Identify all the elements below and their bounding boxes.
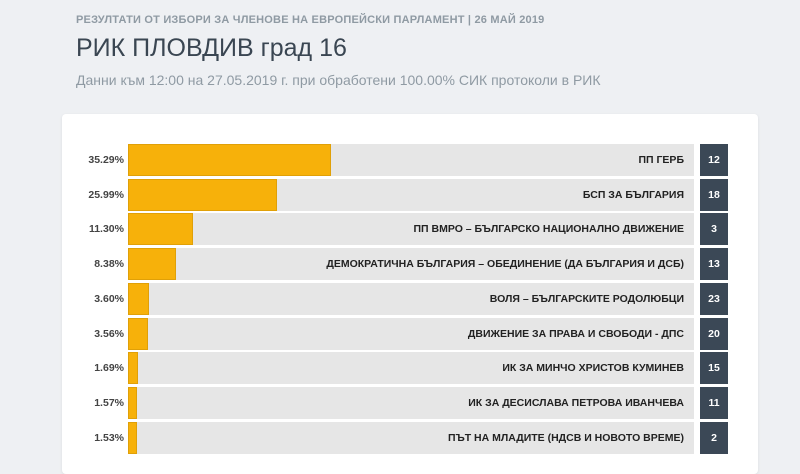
party-name: БСП ЗА БЪЛГАРИЯ: [582, 188, 684, 201]
result-row[interactable]: 35.29% ПП ГЕРБ 12: [62, 144, 758, 176]
result-percentage: 1.57%: [94, 396, 124, 409]
result-bar-fill: [128, 248, 177, 281]
ballot-number-badge: 20: [700, 317, 728, 350]
result-bar-track: ДЕМОКРАТИЧНА БЪЛГАРИЯ – ОБЕДИНЕНИЕ (ДА Б…: [128, 248, 694, 281]
result-bar-fill: [128, 213, 193, 246]
result-percentage: 1.69%: [94, 362, 124, 375]
result-bar-fill: [128, 352, 138, 385]
ballot-number-badge: 11: [700, 386, 728, 419]
ballot-number-badge: 3: [700, 213, 728, 246]
result-bar-track: ВОЛЯ – БЪЛГАРСКИТЕ РОДОЛЮБЦИ: [128, 282, 694, 315]
result-bar-fill: [128, 421, 137, 454]
result-row[interactable]: 11.30% ПП ВМРО – БЪЛГАРСКО НАЦИОНАЛНО ДВИ…: [62, 213, 758, 246]
ballot-number-badge: 15: [700, 352, 728, 385]
result-bar-fill: [128, 178, 278, 211]
party-name: ПП ГЕРБ: [638, 154, 684, 166]
result-bar-track: БСП ЗА БЪЛГАРИЯ: [128, 178, 694, 211]
result-row[interactable]: 1.69% ИК ЗА МИНЧО ХРИСТОВ КУМИНЕВ 15: [62, 352, 758, 385]
party-name: ПЪТ НА МЛАДИТЕ (НДСВ И НОВОТО ВРЕМЕ): [448, 431, 684, 444]
result-row[interactable]: 8.38% ДЕМОКРАТИЧНА БЪЛГАРИЯ – ОБЕДИНЕНИЕ …: [62, 248, 758, 281]
result-percentage: 8.38%: [94, 258, 124, 271]
result-row[interactable]: 1.57% ИК ЗА ДЕСИСЛАВА ПЕТРОВА ИВАНЧЕВА 11: [62, 386, 758, 419]
result-bar-track: ПП ВМРО – БЪЛГАРСКО НАЦИОНАЛНО ДВИЖЕНИЕ: [128, 213, 694, 246]
result-bar-track: ПЪТ НА МЛАДИТЕ (НДСВ И НОВОТО ВРЕМЕ): [128, 421, 694, 454]
result-bar-track: ИК ЗА ДЕСИСЛАВА ПЕТРОВА ИВАНЧЕВА: [128, 386, 694, 419]
result-percentage: 3.60%: [94, 292, 124, 305]
result-percentage: 25.99%: [88, 188, 124, 201]
result-percentage: 11.30%: [88, 223, 124, 236]
party-name: ДЕМОКРАТИЧНА БЪЛГАРИЯ – ОБЕДИНЕНИЕ (ДА Б…: [326, 258, 684, 271]
ballot-number-badge: 18: [700, 178, 728, 211]
result-percentage: 1.53%: [94, 431, 124, 444]
party-name: ПП ВМРО – БЪЛГАРСКО НАЦИОНАЛНО ДВИЖЕНИЕ: [413, 223, 685, 236]
party-name: ИК ЗА МИНЧО ХРИСТОВ КУМИНЕВ: [502, 362, 684, 375]
ballot-number-badge: 23: [700, 282, 728, 315]
results-card: 35.29% ПП ГЕРБ 12 25.99% БСП ЗА БЪЛГАРИЯ 18 11…: [62, 114, 758, 474]
result-row[interactable]: 1.53% ПЪТ НА МЛАДИТЕ (НДСВ И НОВОТО ВРЕМЕ…: [62, 421, 758, 454]
page-title: РИК ПЛОВДИВ град 16: [76, 34, 347, 62]
result-percentage: 35.29%: [88, 154, 124, 166]
election-kicker: РЕЗУЛТАТИ ОТ ИЗБОРИ ЗА ЧЛЕНОВЕ НА ЕВРОПЕ…: [76, 14, 545, 26]
result-row[interactable]: 3.56% ДВИЖЕНИЕ ЗА ПРАВА И СВОБОДИ - ДПС 20: [62, 317, 758, 350]
result-bar-fill: [128, 386, 138, 419]
ballot-number-badge: 13: [700, 248, 728, 281]
result-percentage: 3.56%: [94, 327, 124, 340]
result-bar-track: ИК ЗА МИНЧО ХРИСТОВ КУМИНЕВ: [128, 352, 694, 385]
ballot-number-badge: 2: [700, 421, 728, 454]
result-bar-fill: [128, 144, 331, 176]
party-name: ВОЛЯ – БЪЛГАРСКИТЕ РОДОЛЮБЦИ: [489, 292, 684, 305]
party-name: ИК ЗА ДЕСИСЛАВА ПЕТРОВА ИВАНЧЕВА: [468, 396, 684, 409]
party-name: ДВИЖЕНИЕ ЗА ПРАВА И СВОБОДИ - ДПС: [467, 327, 684, 340]
data-status-subtitle: Данни към 12:00 на 27.05.2019 г. при обр…: [76, 72, 601, 88]
result-bar-track: ПП ГЕРБ: [128, 144, 694, 176]
result-row[interactable]: 3.60% ВОЛЯ – БЪЛГАРСКИТЕ РОДОЛЮБЦИ 23: [62, 282, 758, 315]
ballot-number-badge: 12: [700, 144, 728, 176]
result-bar-track: ДВИЖЕНИЕ ЗА ПРАВА И СВОБОДИ - ДПС: [128, 317, 694, 350]
result-bar-fill: [128, 282, 149, 315]
result-row[interactable]: 25.99% БСП ЗА БЪЛГАРИЯ 18: [62, 178, 758, 211]
result-bar-fill: [128, 317, 149, 350]
